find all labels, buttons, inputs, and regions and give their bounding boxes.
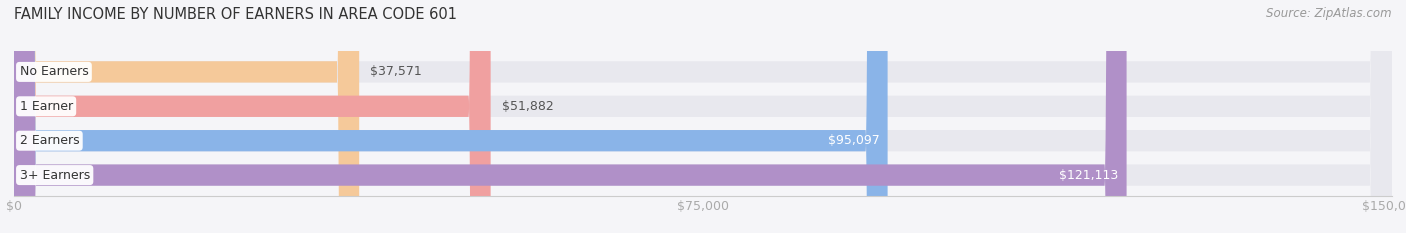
Text: Source: ZipAtlas.com: Source: ZipAtlas.com [1267,7,1392,20]
Text: $37,571: $37,571 [370,65,422,78]
Text: $121,113: $121,113 [1059,169,1118,182]
Text: 2 Earners: 2 Earners [20,134,79,147]
Text: $51,882: $51,882 [502,100,554,113]
Text: 1 Earner: 1 Earner [20,100,73,113]
FancyBboxPatch shape [14,0,1392,233]
FancyBboxPatch shape [14,0,1392,233]
FancyBboxPatch shape [14,0,359,233]
Text: No Earners: No Earners [20,65,89,78]
Text: FAMILY INCOME BY NUMBER OF EARNERS IN AREA CODE 601: FAMILY INCOME BY NUMBER OF EARNERS IN AR… [14,7,457,22]
FancyBboxPatch shape [14,0,1392,233]
FancyBboxPatch shape [14,0,491,233]
FancyBboxPatch shape [14,0,1126,233]
FancyBboxPatch shape [14,0,1392,233]
Text: $95,097: $95,097 [828,134,879,147]
Text: 3+ Earners: 3+ Earners [20,169,90,182]
FancyBboxPatch shape [14,0,887,233]
